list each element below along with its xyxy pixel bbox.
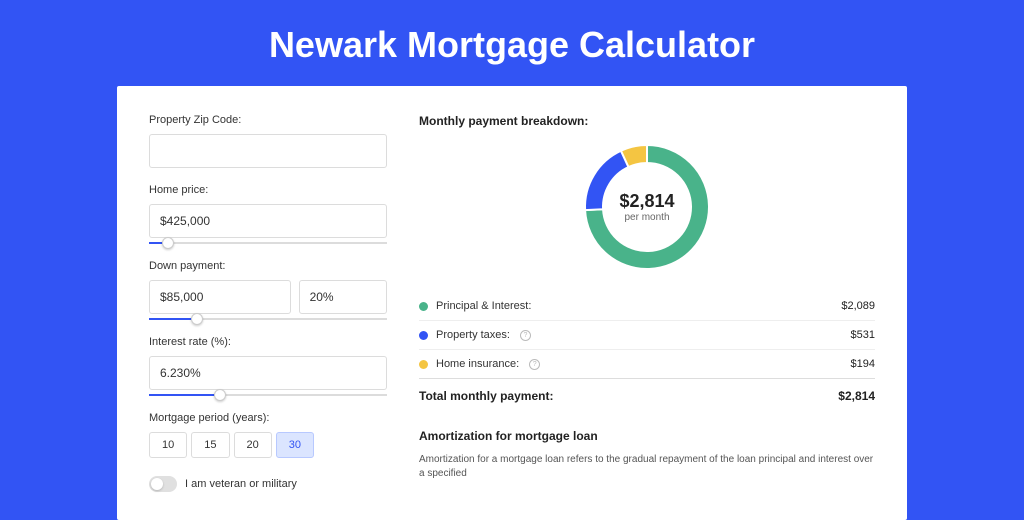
down-payment-percent-input[interactable] <box>299 280 387 314</box>
breakdown-column: Monthly payment breakdown: $2,814 per mo… <box>419 114 875 492</box>
amortization-section: Amortization for mortgage loan Amortizat… <box>419 429 875 481</box>
period-button-10[interactable]: 10 <box>149 432 187 458</box>
calculator-card: Property Zip Code: Home price: Down paym… <box>117 86 907 520</box>
donut-chart-wrap: $2,814 per month <box>419 142 875 272</box>
donut-chart: $2,814 per month <box>582 142 712 272</box>
down-payment-amount-input[interactable] <box>149 280 291 314</box>
interest-field-group: Interest rate (%): <box>149 336 387 396</box>
amortization-title: Amortization for mortgage loan <box>419 429 875 443</box>
page-title: Newark Mortgage Calculator <box>0 0 1024 86</box>
legend-list: Principal & Interest: $2,089 Property taxe… <box>419 292 875 379</box>
home-price-field-group: Home price: <box>149 184 387 244</box>
total-label: Total monthly payment: <box>419 389 553 403</box>
home-price-slider[interactable] <box>149 242 387 244</box>
home-price-input[interactable] <box>149 204 387 238</box>
veteran-toggle[interactable] <box>149 476 177 492</box>
interest-slider[interactable] <box>149 394 387 396</box>
total-value: $2,814 <box>838 389 875 403</box>
legend-dot <box>419 331 428 340</box>
period-button-20[interactable]: 20 <box>234 432 272 458</box>
info-icon[interactable]: ? <box>529 359 540 370</box>
legend-dot <box>419 360 428 369</box>
period-button-15[interactable]: 15 <box>191 432 229 458</box>
down-payment-slider[interactable] <box>149 318 387 320</box>
interest-input[interactable] <box>149 356 387 390</box>
zip-input[interactable] <box>149 134 387 168</box>
info-icon[interactable]: ? <box>520 330 531 341</box>
period-button-30[interactable]: 30 <box>276 432 314 458</box>
legend-value: $194 <box>851 358 875 370</box>
down-payment-label: Down payment: <box>149 260 387 272</box>
down-payment-field-group: Down payment: <box>149 260 387 320</box>
legend-value: $2,089 <box>841 300 875 312</box>
period-buttons: 10152030 <box>149 432 387 458</box>
legend-label: Home insurance: <box>436 358 519 370</box>
breakdown-title: Monthly payment breakdown: <box>419 114 875 128</box>
period-label: Mortgage period (years): <box>149 412 387 424</box>
home-price-label: Home price: <box>149 184 387 196</box>
period-field-group: Mortgage period (years): 10152030 <box>149 412 387 458</box>
legend-label: Principal & Interest: <box>436 300 531 312</box>
legend-row: Property taxes:? $531 <box>419 321 875 350</box>
donut-center-sub: per month <box>619 212 674 223</box>
donut-center-amount: $2,814 <box>619 191 674 212</box>
zip-field-group: Property Zip Code: <box>149 114 387 168</box>
legend-row: Principal & Interest: $2,089 <box>419 292 875 321</box>
form-column: Property Zip Code: Home price: Down paym… <box>149 114 387 492</box>
legend-label: Property taxes: <box>436 329 510 341</box>
legend-value: $531 <box>851 329 875 341</box>
total-row: Total monthly payment: $2,814 <box>419 379 875 413</box>
veteran-label: I am veteran or military <box>185 478 297 490</box>
legend-dot <box>419 302 428 311</box>
interest-label: Interest rate (%): <box>149 336 387 348</box>
veteran-toggle-row: I am veteran or military <box>149 476 387 492</box>
amortization-text: Amortization for a mortgage loan refers … <box>419 453 875 481</box>
legend-row: Home insurance:? $194 <box>419 350 875 379</box>
zip-label: Property Zip Code: <box>149 114 387 126</box>
